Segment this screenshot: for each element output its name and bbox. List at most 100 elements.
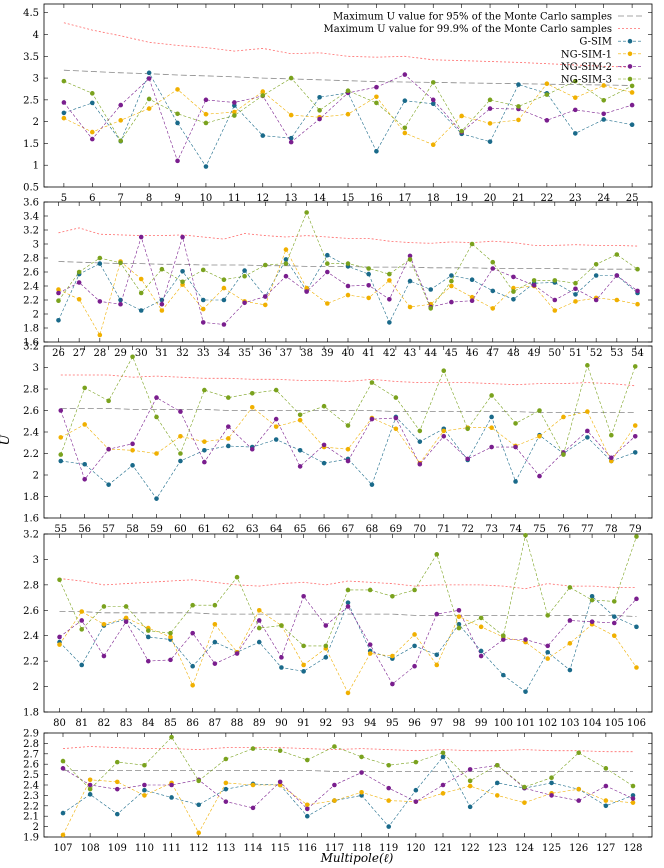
x-tick-label: 59 <box>150 524 163 535</box>
series-ng-sim-3-point <box>277 748 283 753</box>
y-tick-label: 2.4 <box>23 282 39 293</box>
series-g-sim-point <box>82 461 87 467</box>
series-ng-sim-3-point <box>440 750 446 756</box>
x-tick-label: 113 <box>216 843 235 854</box>
series-ng-sim-2-point <box>374 84 379 90</box>
series-ng-sim-3-point <box>58 452 64 457</box>
y-tick-label: 2.2 <box>23 657 39 668</box>
series-ng-sim-1-point <box>262 302 268 308</box>
x-tick-label: 123 <box>488 843 507 854</box>
series-ng-sim-1-point <box>576 786 582 792</box>
series-g-sim-point <box>494 780 500 786</box>
series-ng-sim-2-point <box>56 290 61 296</box>
y-tick-label: 3 <box>33 240 39 251</box>
series-ng-sim-1-point <box>494 793 500 798</box>
series-ng-sim-2-line <box>59 595 637 685</box>
x-tick-label: 70 <box>413 524 426 535</box>
series-ng-sim-2-point <box>589 619 595 625</box>
series-ng-sim-1-point <box>386 798 392 803</box>
series-g-sim-point <box>226 443 231 449</box>
y-tick-label: 1.5 <box>23 139 39 150</box>
series-ng-sim-2-point <box>630 796 636 801</box>
x-tick-label: 87 <box>208 718 221 729</box>
series-ng-sim-2-point <box>390 681 395 687</box>
series-ng-sim-2-point <box>60 766 66 771</box>
x-tick-label: 103 <box>560 718 579 729</box>
series-ng-sim-2-point <box>57 634 62 640</box>
series-ng-sim-3-point <box>412 587 417 593</box>
series-ng-sim-1-point <box>522 800 527 805</box>
series-ng-sim-2-point <box>545 643 551 649</box>
y-tick-label: 3 <box>33 74 39 85</box>
series-ng-sim-1-point <box>212 621 218 627</box>
y-tick-label: 3.2 <box>23 530 39 541</box>
series-ng-sim-1-point <box>585 409 590 414</box>
series-g-sim-point <box>169 795 174 800</box>
series-ng-sim-2-point <box>175 158 180 164</box>
x-tick-label: 72 <box>461 524 474 535</box>
x-tick-label: 62 <box>222 524 235 535</box>
series-ng-sim-3-point <box>469 241 475 247</box>
series-ng-sim-1-point <box>130 447 135 453</box>
legend-marker-swatch <box>627 64 633 69</box>
x-tick-label: 111 <box>162 843 181 854</box>
x-tick-label: 95 <box>386 718 399 729</box>
y-tick-label: 2.6 <box>23 606 39 617</box>
series-ng-sim-1-point <box>203 111 209 117</box>
series-ng-sim-1-point <box>114 779 120 785</box>
series-g-sim-point <box>56 318 61 323</box>
series-g-sim-point <box>516 82 521 87</box>
series-g-sim-point <box>412 643 417 649</box>
y-tick-label: 1.8 <box>23 492 39 503</box>
x-tick-label: 12 <box>256 193 269 204</box>
series-ng-sim-3-point <box>56 298 61 304</box>
x-tick-label: 11 <box>228 193 241 204</box>
y-tick-label: 3.2 <box>23 226 39 237</box>
series-maximum-u-value-for-95-of-the-monte-carlo-samples-line <box>60 407 636 414</box>
series-ng-sim-2-point <box>130 441 135 447</box>
series-ng-sim-3-point <box>249 391 255 396</box>
series-ng-sim-3-point <box>441 368 447 374</box>
x-tick-label: 45 <box>445 348 458 359</box>
x-tick-label: 128 <box>623 843 642 854</box>
x-tick-label: 96 <box>408 718 421 729</box>
y-tick-label: 2.5 <box>23 770 39 781</box>
series-ng-sim-1-point <box>630 800 636 805</box>
series-ng-sim-1-point <box>449 283 454 289</box>
series-ng-sim-2-point <box>601 111 607 117</box>
series-ng-sim-3-point <box>260 93 266 98</box>
x-tick-label: 38 <box>300 348 313 359</box>
series-ng-sim-3-point <box>561 452 566 457</box>
series-ng-sim-3-point <box>57 577 62 583</box>
series-ng-sim-3-point <box>413 759 419 765</box>
series-g-sim-point <box>478 648 484 654</box>
series-ng-sim-3-point <box>629 83 635 89</box>
series-ng-sim-1-point <box>168 634 173 640</box>
series-ng-sim-1-point <box>101 621 107 627</box>
series-g-sim-point <box>256 639 262 645</box>
series-ng-sim-1-point <box>87 777 93 783</box>
series-ng-sim-2-point <box>544 118 550 123</box>
x-tick-label: 105 <box>605 718 624 729</box>
x-tick-label: 41 <box>362 348 375 359</box>
series-ng-sim-3-point <box>487 97 493 103</box>
series-ng-sim-3-point <box>634 534 639 539</box>
x-tick-label: 99 <box>475 718 488 729</box>
y-tick-label: 1.8 <box>23 708 39 719</box>
series-ng-sim-2-point <box>323 623 329 628</box>
series-g-sim-point <box>130 463 135 468</box>
x-tick-label: 25 <box>626 193 639 204</box>
series-g-sim-point <box>196 802 202 808</box>
series-ng-sim-2-point <box>200 320 206 325</box>
x-tick-label: 93 <box>342 718 355 729</box>
series-g-sim-point <box>513 479 518 484</box>
series-ng-sim-1-point <box>635 301 640 307</box>
series-ng-sim-3-point <box>123 604 129 609</box>
series-ng-sim-2-point <box>146 76 152 81</box>
series-ng-sim-2-point <box>279 655 284 660</box>
series-ng-sim-1-point <box>614 297 620 303</box>
x-tick-label: 64 <box>270 524 283 535</box>
series-ng-sim-3-point <box>573 280 578 286</box>
x-tick-label: 10 <box>200 193 213 204</box>
series-ng-sim-1-point <box>459 113 464 119</box>
